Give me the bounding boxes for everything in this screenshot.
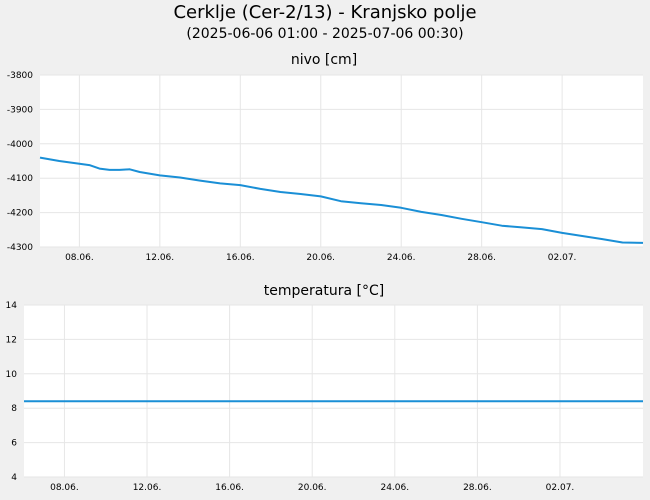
x-tick-label: 28.06. xyxy=(467,253,496,263)
x-tick-label: 02.07. xyxy=(546,483,575,493)
page-subtitle: (2025-06-06 01:00 - 2025-07-06 00:30) xyxy=(186,26,464,42)
plot-area-nivo xyxy=(40,75,643,247)
chart-nivo: nivo [cm] -3800 -3900 -4000 -4100 -4200 -4300… xyxy=(7,52,644,263)
chart-title-temperatura: temperatura [°C] xyxy=(264,283,384,299)
page-title: Cerklje (Cer-2/13) - Kranjsko polje xyxy=(173,2,477,23)
x-tick-label: 16.06. xyxy=(226,253,255,263)
y-tick-label: -4300 xyxy=(7,243,33,253)
y-tick-label: -3900 xyxy=(7,105,33,115)
y-tick-label: -4200 xyxy=(7,209,33,219)
y-tick-label: 6 xyxy=(11,439,17,449)
chart-title-nivo: nivo [cm] xyxy=(291,52,357,68)
plot-area-temperatura xyxy=(24,305,643,477)
x-tick-label: 24.06. xyxy=(380,483,409,493)
x-tick-label: 12.06. xyxy=(146,253,175,263)
y-tick-label: -4000 xyxy=(7,140,33,150)
series-line-nivo xyxy=(39,156,644,244)
x-tick-label: 16.06. xyxy=(215,483,244,493)
x-tick-label: 20.06. xyxy=(306,253,335,263)
x-tick-label: 20.06. xyxy=(298,483,327,493)
y-tick-label: -4100 xyxy=(7,174,33,184)
y-tick-label: 14 xyxy=(6,301,18,311)
y-tick-label: 10 xyxy=(6,370,18,380)
x-tick-label: 08.06. xyxy=(50,483,79,493)
x-tick-label: 08.06. xyxy=(65,253,94,263)
y-tick-label: 12 xyxy=(6,335,17,345)
y-tick-label: -3800 xyxy=(7,71,33,81)
x-tick-label: 28.06. xyxy=(463,483,492,493)
y-tick-label: 8 xyxy=(11,404,17,414)
x-tick-label: 24.06. xyxy=(387,253,416,263)
x-tick-label: 02.07. xyxy=(548,253,577,263)
y-tick-label: 4 xyxy=(11,473,17,483)
chart-temperatura: temperatura [°C] 14 12 10 8 6 4 08.06. 12.06. 16… xyxy=(6,283,643,493)
x-tick-label: 12.06. xyxy=(133,483,162,493)
